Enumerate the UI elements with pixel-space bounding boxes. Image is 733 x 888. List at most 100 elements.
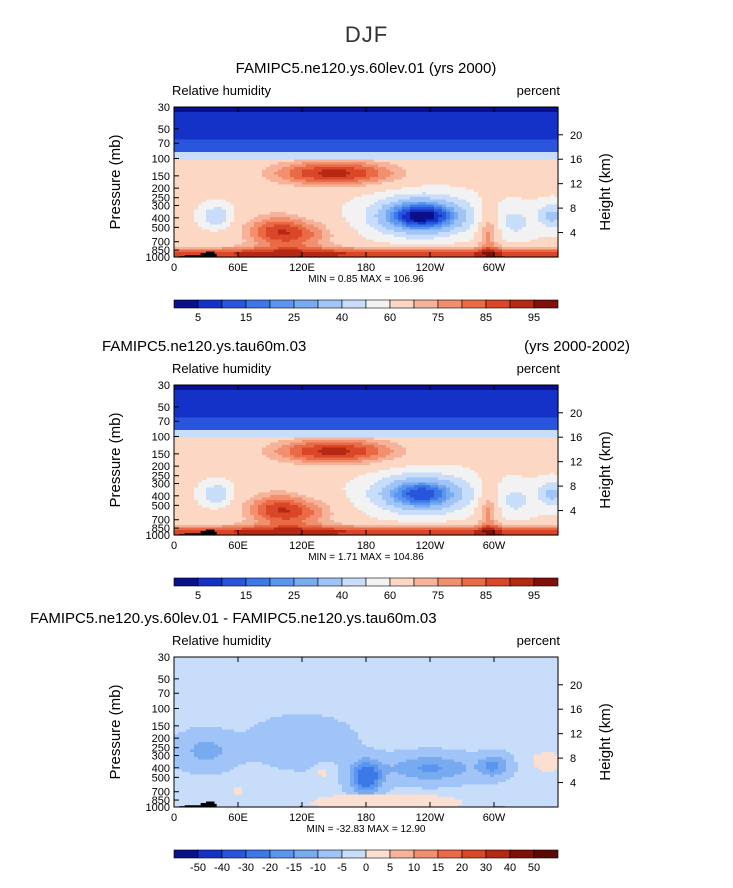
field-cell [258,132,263,136]
field-cell [330,109,335,113]
field-cell [350,174,355,178]
field-cell [466,167,471,171]
field-cell [206,224,211,228]
field-cell [490,202,495,206]
field-cell [426,147,431,151]
field-cell [230,232,235,236]
field-cell [290,124,295,128]
field-cell [374,224,379,228]
field-cell [434,117,439,121]
field-cell [490,197,495,201]
field-cell [362,197,367,201]
field-cell [398,229,403,233]
field-cell [494,204,499,208]
field-cell [458,157,463,161]
field-cell [478,222,483,226]
field-cell [350,194,355,198]
field-cell [286,119,291,123]
field-cell [554,172,559,176]
field-cell [434,177,439,181]
field-cell [526,144,531,148]
field-cell [206,164,211,168]
field-cell [330,222,335,226]
field-cell [202,109,207,113]
field-cell [446,167,451,171]
field-cell [290,202,295,206]
field-cell [370,127,375,131]
field-cell [206,144,211,148]
field-cell [350,214,355,218]
field-cell [242,184,247,188]
field-cell [322,149,327,153]
field-cell [330,202,335,206]
field-cell [250,184,255,188]
field-cell [262,107,267,111]
field-cell [426,224,431,228]
field-cell [366,107,371,111]
field-cell [310,234,315,238]
field-cell [466,174,471,178]
field-cell [466,214,471,218]
field-cell [546,149,551,153]
field-cell [294,184,299,188]
field-cell [322,232,327,236]
field-cell [374,187,379,191]
field-cell [422,129,427,133]
field-cell [506,189,511,193]
field-cell [430,194,435,198]
field-cell [222,207,227,211]
field-cell [482,232,487,236]
field-cell [398,219,403,223]
field-cell [422,204,427,208]
field-cell [506,119,511,123]
field-cell [238,144,243,148]
field-cell [542,217,547,221]
field-cell [310,169,315,173]
field-cell [278,157,283,161]
field-cell [522,174,527,178]
field-cell [342,172,347,176]
field-cell [474,117,479,121]
field-cell [234,152,239,156]
field-cell [390,202,395,206]
field-cell [542,107,547,111]
field-cell [534,112,539,116]
field-cell [382,167,387,171]
field-cell [338,214,343,218]
field-cell [394,117,399,121]
field-cell [426,204,431,208]
field-cell [478,112,483,116]
field-cell [258,199,263,203]
field-cell [186,174,191,178]
field-cell [270,114,275,118]
field-cell [290,212,295,216]
field-cell [546,157,551,161]
field-cell [510,114,515,118]
field-cell [366,214,371,218]
field-cell [510,189,515,193]
field-cell [274,229,279,233]
field-cell [414,179,419,183]
field-cell [290,189,295,193]
field-cell [190,142,195,146]
field-cell [542,187,547,191]
field-cell [446,132,451,136]
field-cell [522,212,527,216]
field-cell [454,127,459,131]
field-cell [482,137,487,141]
field-cell [322,197,327,201]
field-cell [298,224,303,228]
field-cell [182,179,187,183]
field-cell [218,224,223,228]
field-cell [262,167,267,171]
field-cell [254,184,259,188]
field-cell [390,172,395,176]
field-cell [298,212,303,216]
field-cell [530,194,535,198]
field-cell [278,227,283,231]
field-cell [454,232,459,236]
field-cell [182,159,187,163]
field-cell [498,129,503,133]
field-cell [286,197,291,201]
field-cell [350,182,355,186]
